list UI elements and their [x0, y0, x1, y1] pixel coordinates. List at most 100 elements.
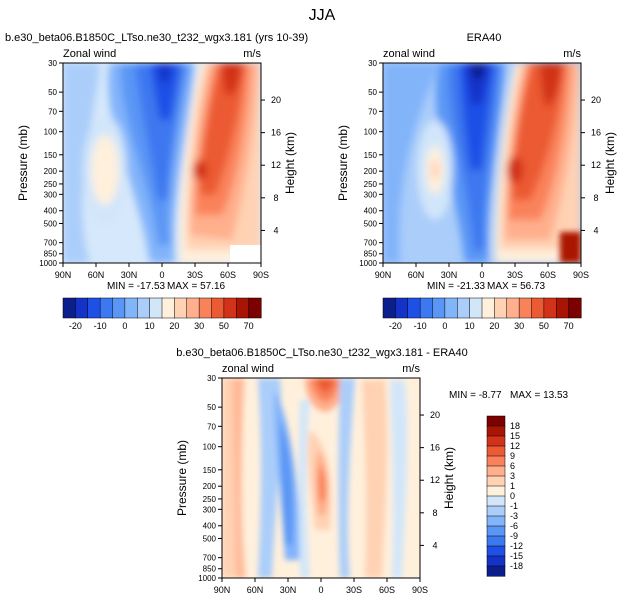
- x-tick-label: 30N: [280, 585, 297, 595]
- y-tick-label: 200: [364, 167, 378, 176]
- y-axis-label: Pressure (mb): [336, 125, 350, 201]
- panel-left-string: zonal wind: [383, 48, 435, 60]
- x-tick-label: 90S: [412, 585, 428, 595]
- colorbar-swatch: [531, 297, 545, 319]
- colorbar-swatch: [506, 297, 520, 319]
- y-tick-label: 30: [368, 59, 377, 68]
- colorbar-swatch: [198, 297, 213, 319]
- y-tick-label: 700: [203, 554, 217, 563]
- contour-field: [383, 63, 581, 263]
- colorbar-swatch: [161, 297, 175, 319]
- height-tick-label: 8: [432, 508, 437, 518]
- y-tick-label: 30: [207, 374, 216, 383]
- colorbar-label: 70: [564, 321, 574, 331]
- colorbar-label: 70: [244, 321, 254, 331]
- colorbar-swatch: [486, 465, 506, 477]
- colorbar-label: 20: [489, 321, 499, 331]
- colorbar-label: 3: [510, 471, 515, 481]
- colorbar-swatch: [137, 297, 151, 319]
- colorbar-swatch: [543, 297, 557, 319]
- x-tick-label: 60S: [220, 270, 236, 280]
- colorbar-swatch: [211, 297, 225, 319]
- colorbar-swatch: [486, 495, 506, 507]
- colorbar-swatch: [99, 297, 114, 319]
- y-tick-label: 500: [364, 219, 378, 228]
- y-tick-label: 150: [44, 151, 58, 160]
- colorbar-label: 15: [510, 431, 520, 441]
- y-tick-label: 250: [364, 180, 378, 189]
- colorbar-swatch: [486, 455, 506, 467]
- y-tick-label: 400: [44, 207, 58, 216]
- contour-field: [63, 63, 261, 263]
- y-tick-label: 70: [48, 107, 57, 116]
- colorbar-label: 0: [122, 321, 127, 331]
- colorbar-label: 50: [219, 321, 229, 331]
- y-tick-label: 400: [364, 207, 378, 216]
- colorbar-swatch: [481, 297, 495, 319]
- x-tick-label: 30S: [507, 270, 523, 280]
- colorbar-label: 10: [145, 321, 155, 331]
- colorbar-label: 18: [510, 421, 520, 431]
- colorbar-swatch: [236, 297, 250, 319]
- y-tick-label: 100: [44, 128, 58, 137]
- height-tick-label: 12: [591, 160, 601, 170]
- colorbar-label: 6: [510, 461, 515, 471]
- panel-title: ERA40: [467, 32, 502, 44]
- x-tick-label: 90S: [573, 270, 589, 280]
- y-tick-label: 850: [364, 250, 378, 259]
- colorbar-swatch: [248, 297, 262, 319]
- y-tick-label: 300: [44, 190, 58, 199]
- colorbar-swatch: [486, 555, 506, 567]
- y-tick-label: 700: [44, 239, 58, 248]
- colorbar-swatch: [568, 297, 582, 319]
- colorbar-era40: -20 -10 0 10 20 30 50 70: [382, 297, 582, 331]
- contour-field: [222, 378, 420, 578]
- x-tick-label: 60S: [379, 585, 395, 595]
- colorbar-swatch: [486, 515, 506, 527]
- height-tick-label: 8: [593, 193, 598, 203]
- panel-right-string: m/s: [563, 48, 581, 60]
- y-tick-label: 50: [368, 88, 377, 97]
- y-tick-label: 150: [364, 151, 378, 160]
- colorbar-swatch: [62, 297, 76, 319]
- colorbar-label: -15: [510, 551, 523, 561]
- y-tick-label: 200: [203, 482, 217, 491]
- colorbar-label: -18: [510, 561, 523, 571]
- y-tick-label: 500: [44, 219, 58, 228]
- colorbar-swatch: [494, 297, 508, 319]
- colorbar-label: 9: [510, 451, 515, 461]
- colorbar-swatch: [486, 415, 506, 427]
- y-tick-label: 250: [44, 180, 58, 189]
- colorbar-label: 0: [442, 321, 447, 331]
- colorbar-label: -3: [510, 511, 518, 521]
- colorbar-swatch: [469, 297, 483, 319]
- y-tick-label: 50: [48, 88, 57, 97]
- colorbar-label: 1: [510, 481, 515, 491]
- colorbar-swatch: [186, 297, 200, 319]
- y-tick-label: 100: [364, 128, 378, 137]
- x-tick-label: 60N: [88, 270, 105, 280]
- colorbar-swatch: [149, 297, 163, 319]
- colorbar-label: -9: [510, 531, 518, 541]
- colorbar-swatch: [457, 297, 471, 319]
- height-tick-label: 16: [430, 443, 440, 453]
- height-tick-label: 8: [273, 193, 278, 203]
- min-label: MIN = -21.33: [427, 281, 486, 292]
- y-tick-label: 400: [203, 522, 217, 531]
- x-tick-label: 30S: [187, 270, 203, 280]
- height-tick-label: 20: [271, 95, 281, 105]
- height-tick-label: 12: [430, 475, 440, 485]
- colorbar-label: 30: [514, 321, 524, 331]
- x-tick-label: 90N: [55, 270, 72, 280]
- height-tick-label: 4: [273, 225, 278, 235]
- colorbar-label: 12: [510, 441, 520, 451]
- colorbar-label: 50: [539, 321, 549, 331]
- colorbar-swatch: [486, 435, 506, 447]
- colorbar-swatch: [518, 297, 533, 319]
- panel-left-string: zonal wind: [222, 363, 274, 375]
- y-tick-label: 300: [203, 505, 217, 514]
- colorbar-swatch: [486, 525, 506, 537]
- height-tick-label: 12: [271, 160, 281, 170]
- y-tick-label: 70: [368, 107, 377, 116]
